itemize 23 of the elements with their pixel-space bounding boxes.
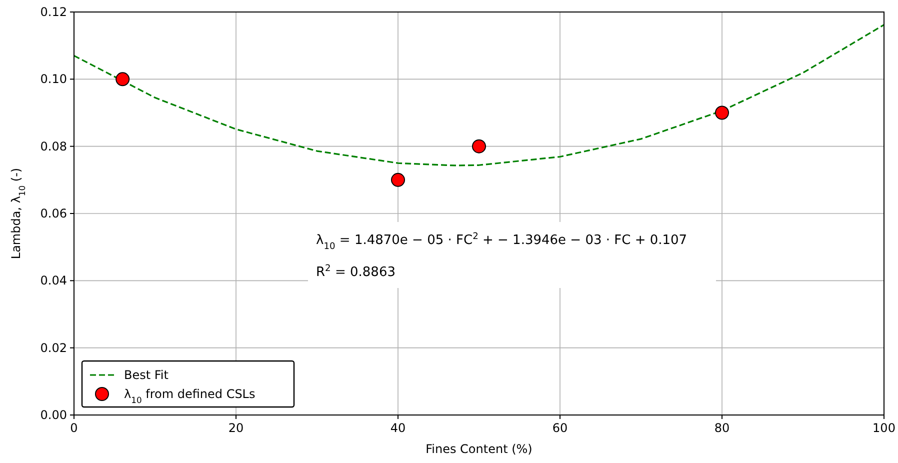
y-tick-label: 0.10: [40, 72, 67, 86]
x-tick-label: 40: [390, 421, 406, 435]
x-tick-label: 60: [552, 421, 568, 435]
legend-label: λ$_{10}$ from defined CSLs: [124, 387, 256, 405]
point: [116, 72, 130, 86]
x-tick-label: 80: [714, 421, 730, 435]
y-tick-label: 0.12: [40, 5, 67, 19]
y-tick-label: 0.04: [40, 274, 67, 288]
point: [391, 172, 405, 187]
y-tick-label: 0.06: [40, 206, 67, 220]
y-tick-label: 0.08: [40, 139, 67, 154]
x-axis-title: Fines Content (%): [426, 442, 532, 456]
y-tick-label: 0.02: [40, 340, 67, 355]
annotation: R$^{2}$ = 0.8863: [316, 264, 396, 280]
point: [472, 139, 486, 154]
line-series: [73, 24, 885, 166]
annotation: λ$_{10}$ = 1.4870e − 05 · FC$^{2}$ + − 1.3946e − 03 · FC + 0.107: [316, 232, 688, 252]
legend-label: Best Fit: [124, 368, 169, 382]
point: [715, 106, 729, 120]
x-tick-label: 20: [228, 421, 244, 435]
y-tick-label: 0.00: [40, 408, 67, 422]
x-tick-label: 0: [70, 421, 78, 435]
x-tick-label: 100: [872, 421, 896, 435]
